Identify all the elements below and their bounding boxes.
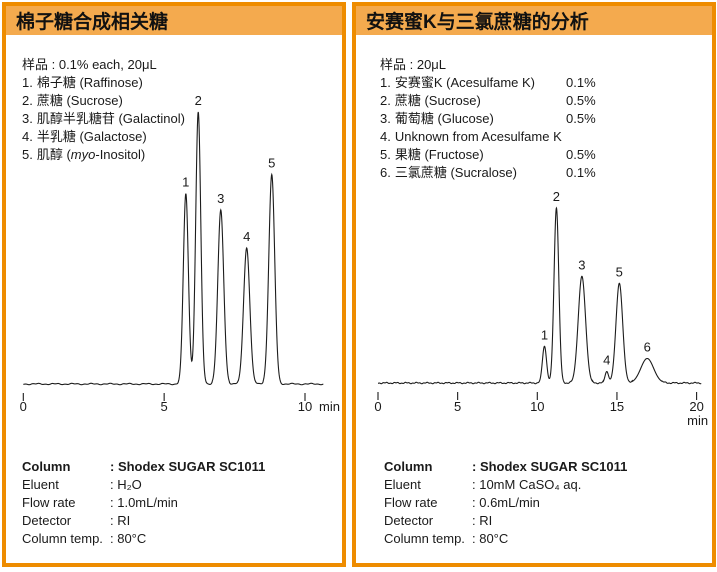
condition-row: Column: Shodex SUGAR SC1011 (384, 459, 628, 474)
panel-acesulfame-sucralose: 安赛蜜K与三氯蔗糖的分析 样品 : 20μL 1. 安赛蜜K (Acesulfam… (352, 2, 716, 567)
sample-list-item: 1. 棉子糖 (Raffinose) (22, 75, 143, 90)
panel-title: 安赛蜜K与三氯蔗糖的分析 (366, 12, 589, 33)
x-axis-tick-label: 0 (374, 399, 381, 414)
sample-list: 1. 棉子糖 (Raffinose) 2. 蔗糖 (Sucrose) 3. 肌醇半乳糖苷 … (22, 74, 322, 164)
condition-row: Eluent: 10mM CaSO₄ aq. (384, 477, 582, 492)
sample-list-item: 3. 葡萄糖 (Glucose) 0.5% (380, 110, 612, 128)
panel-raffinose: 棉子糖合成相关糖 样品 : 0.1% each, 20μL 1. 棉子糖 (Raf… (2, 2, 346, 567)
sample-list-item: 4. 半乳糖 (Galactose) (22, 129, 147, 144)
concentration-value: 0.5% (566, 147, 596, 162)
condition-row: Detector: RI (384, 513, 493, 528)
concentration-value: 0.5% (566, 93, 596, 108)
peak-number-label: 4 (603, 353, 610, 368)
sample-list-item: 6. 三氯蔗糖 (Sucralose) 0.1% (380, 164, 612, 182)
sample-block: 样品 : 0.1% each, 20μL 1. 棉子糖 (Raffinose) 2.… (22, 56, 322, 164)
condition-row: Column temp.: 80°C (384, 531, 509, 546)
x-axis-tick-label: 20 (689, 399, 703, 414)
peak-number-label: 5 (268, 156, 275, 171)
peak-number-label: 1 (541, 327, 548, 342)
peak-number-label: 5 (616, 264, 623, 279)
sample-list-item: 5. 果糖 (Fructose) 0.5% (380, 146, 612, 164)
sample-header: 样品 : 0.1% each, 20μL (22, 57, 157, 72)
peak-number-label: 4 (243, 229, 250, 244)
x-axis-tick-label: 5 (161, 399, 168, 414)
sample-list-item: 4. Unknown from Acesulfame K (380, 129, 562, 144)
sample-list-item: 1. 安赛蜜K (Acesulfame K) 0.1% (380, 74, 612, 92)
panel-title-bar: 棉子糖合成相关糖 (6, 6, 342, 35)
condition-row: Column temp.: 80°C (22, 531, 147, 546)
peak-number-label: 2 (553, 189, 560, 204)
peak-number-label: 2 (195, 95, 202, 108)
peak-number-label: 1 (182, 175, 189, 190)
x-axis-tick-label: 0 (20, 399, 27, 414)
concentration-value: 0.5% (566, 111, 596, 126)
chromatogram-chart: 0 5 10 min 1 2 3 4 5 (20, 95, 340, 414)
conditions-table: Column: Shodex SUGAR SC1011 Eluent: 10mM … (384, 458, 627, 548)
condition-row: Column: Shodex SUGAR SC1011 (22, 459, 266, 474)
chromatogram-trace (378, 206, 702, 385)
concentration-value: 0.1% (566, 165, 596, 180)
panel-title-bar: 安赛蜜K与三氯蔗糖的分析 (356, 6, 712, 35)
x-axis-unit-label: min (687, 413, 708, 428)
panel-title: 棉子糖合成相关糖 (16, 12, 169, 33)
sample-list-item: 3. 肌醇半乳糖苷 (Galactinol) (22, 111, 185, 126)
x-axis-tick-label: 5 (454, 399, 461, 414)
sample-list: 1. 安赛蜜K (Acesulfame K) 0.1% 2. 蔗糖 (Sucrose) 0… (380, 74, 612, 182)
conditions-table: Column: Shodex SUGAR SC1011 Eluent: H₂O Fl… (22, 458, 265, 548)
condition-row: Detector: RI (22, 513, 131, 528)
peak-number-label: 6 (644, 340, 651, 355)
condition-row: Eluent: H₂O (22, 477, 142, 492)
peak-number-label: 3 (578, 257, 585, 272)
x-axis-tick-label: 15 (610, 399, 624, 414)
x-axis-tick-label: 10 (530, 399, 544, 414)
x-axis-unit-label: min (319, 399, 340, 414)
sample-header: 样品 : 20μL (380, 57, 447, 72)
condition-row: Flow rate: 1.0mL/min (22, 495, 178, 510)
peak-number-label: 3 (217, 191, 224, 206)
x-axis-tick-label: 10 (298, 399, 312, 414)
sample-list-item: 2. 蔗糖 (Sucrose) (22, 93, 123, 108)
sample-list-item: 5. 肌醇 (myo-Inositol) (22, 147, 146, 162)
sample-list-item: 2. 蔗糖 (Sucrose) 0.5% (380, 92, 612, 110)
sample-block: 样品 : 20μL 1. 安赛蜜K (Acesulfame K) 0.1% 2. 蔗糖 … (380, 56, 612, 182)
chromatogram-trace (23, 111, 324, 386)
condition-row: Flow rate: 0.6mL/min (384, 495, 540, 510)
concentration-value: 0.1% (566, 75, 596, 90)
